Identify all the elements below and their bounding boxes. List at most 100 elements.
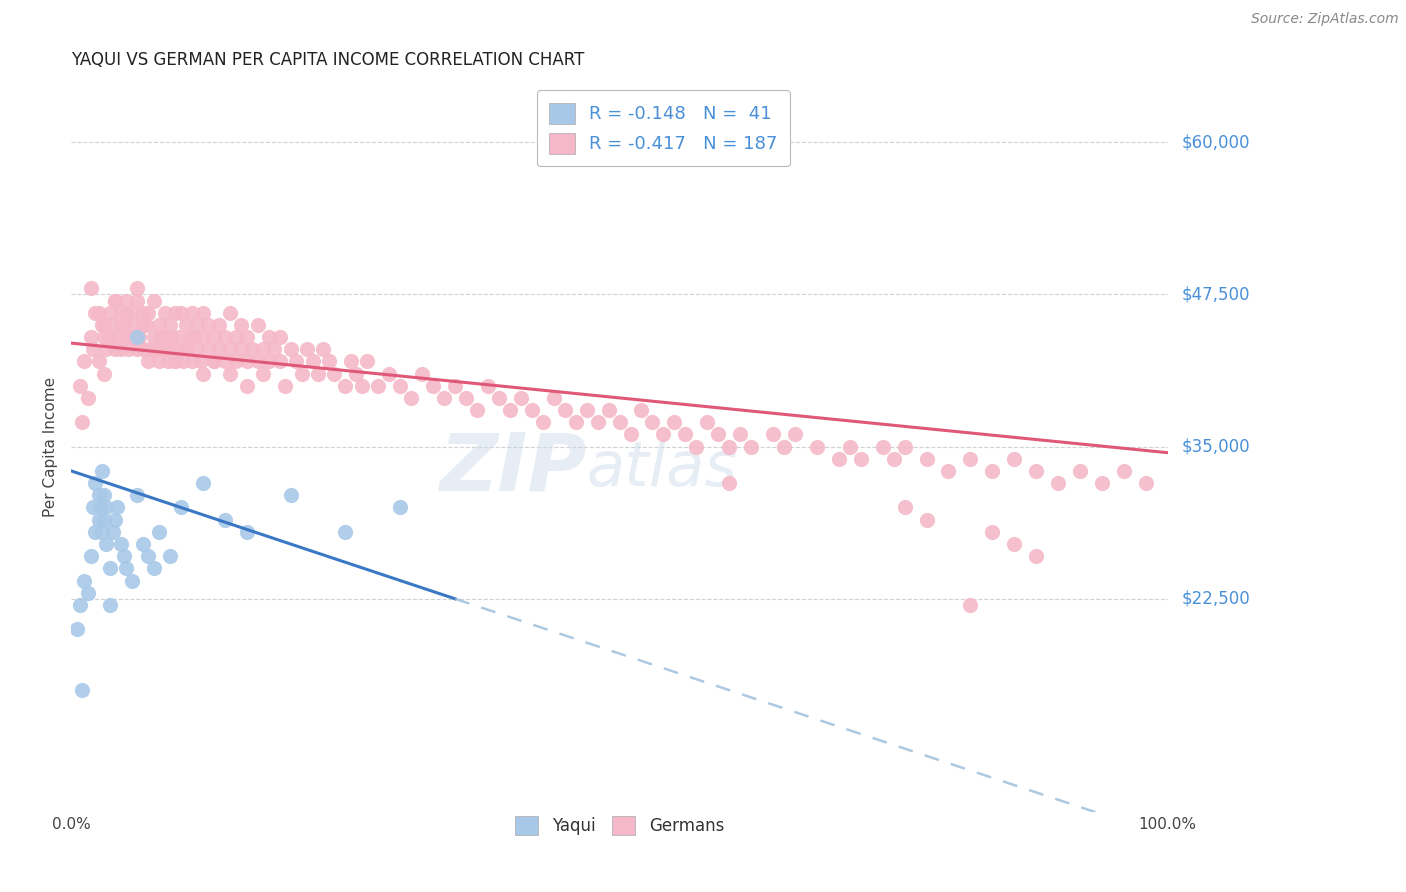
Point (411, 367, 433, 381)
Point (1002, 451, 1025, 466)
Point (153, 306, 176, 320)
Point (159, 549, 181, 564)
Point (90, 500, 112, 515)
Point (312, 342, 335, 356)
Point (80, 549, 103, 564)
Point (159, 318, 181, 332)
Point (1025, 464, 1047, 478)
Point (246, 354, 269, 368)
Point (773, 440, 796, 454)
Point (444, 378, 467, 392)
Point (1135, 476, 1157, 491)
Point (301, 354, 323, 368)
Point (69, 378, 91, 392)
Point (105, 500, 128, 515)
Point (849, 451, 872, 466)
Point (84, 306, 107, 320)
Point (509, 391, 531, 405)
Point (454, 391, 477, 405)
Point (598, 403, 620, 417)
Point (183, 330, 205, 344)
Point (915, 513, 938, 527)
Text: $60,000: $60,000 (1181, 133, 1250, 152)
Point (959, 451, 981, 466)
Point (214, 354, 236, 368)
Point (98, 561, 121, 575)
Point (136, 306, 159, 320)
Point (285, 354, 308, 368)
Point (235, 354, 257, 368)
Point (554, 403, 576, 417)
Point (127, 281, 149, 295)
Point (98, 306, 121, 320)
Point (117, 342, 139, 356)
Point (762, 427, 785, 442)
Point (340, 354, 363, 368)
Point (131, 318, 153, 332)
Point (96, 537, 118, 551)
Point (131, 342, 153, 356)
Point (718, 476, 741, 491)
Point (685, 440, 707, 454)
Point (367, 378, 389, 392)
Point (124, 318, 146, 332)
Point (235, 378, 257, 392)
Point (307, 367, 329, 381)
Point (235, 330, 257, 344)
Point (98, 598, 121, 612)
Point (619, 427, 641, 442)
Point (80, 281, 103, 295)
Point (718, 440, 741, 454)
Point (981, 464, 1004, 478)
Point (84, 476, 107, 491)
Point (1047, 476, 1070, 491)
Point (609, 415, 631, 429)
Point (142, 561, 165, 575)
Point (219, 367, 242, 381)
Point (87, 513, 110, 527)
Point (465, 403, 488, 417)
Point (630, 403, 652, 417)
Point (96, 500, 118, 515)
Point (91, 524, 114, 539)
Point (399, 391, 422, 405)
Point (82, 342, 104, 356)
Point (87, 306, 110, 320)
Point (728, 427, 751, 442)
Point (531, 415, 554, 429)
Point (165, 354, 187, 368)
Point (93, 318, 115, 332)
Point (893, 500, 915, 515)
Text: atlas: atlas (586, 439, 738, 499)
Point (176, 342, 198, 356)
Point (76, 585, 98, 599)
Point (142, 293, 165, 308)
Point (252, 367, 274, 381)
Point (586, 415, 609, 429)
Point (98, 330, 121, 344)
Point (356, 354, 378, 368)
Point (165, 354, 187, 368)
Point (159, 342, 181, 356)
Point (214, 513, 236, 527)
Point (477, 378, 499, 392)
Point (121, 330, 143, 344)
Point (93, 488, 115, 502)
Point (323, 367, 346, 381)
Point (146, 342, 169, 356)
Point (76, 391, 98, 405)
Point (93, 513, 115, 527)
Point (121, 574, 143, 588)
Point (66, 622, 89, 636)
Point (115, 561, 138, 575)
Point (87, 488, 110, 502)
Point (838, 440, 860, 454)
Text: YAQUI VS GERMAN PER CAPITA INCOME CORRELATION CHART: YAQUI VS GERMAN PER CAPITA INCOME CORREL… (72, 51, 585, 69)
Point (121, 330, 143, 344)
Point (186, 318, 208, 332)
Point (828, 451, 851, 466)
Point (488, 391, 510, 405)
Point (235, 524, 257, 539)
Point (112, 318, 135, 332)
Point (142, 342, 165, 356)
